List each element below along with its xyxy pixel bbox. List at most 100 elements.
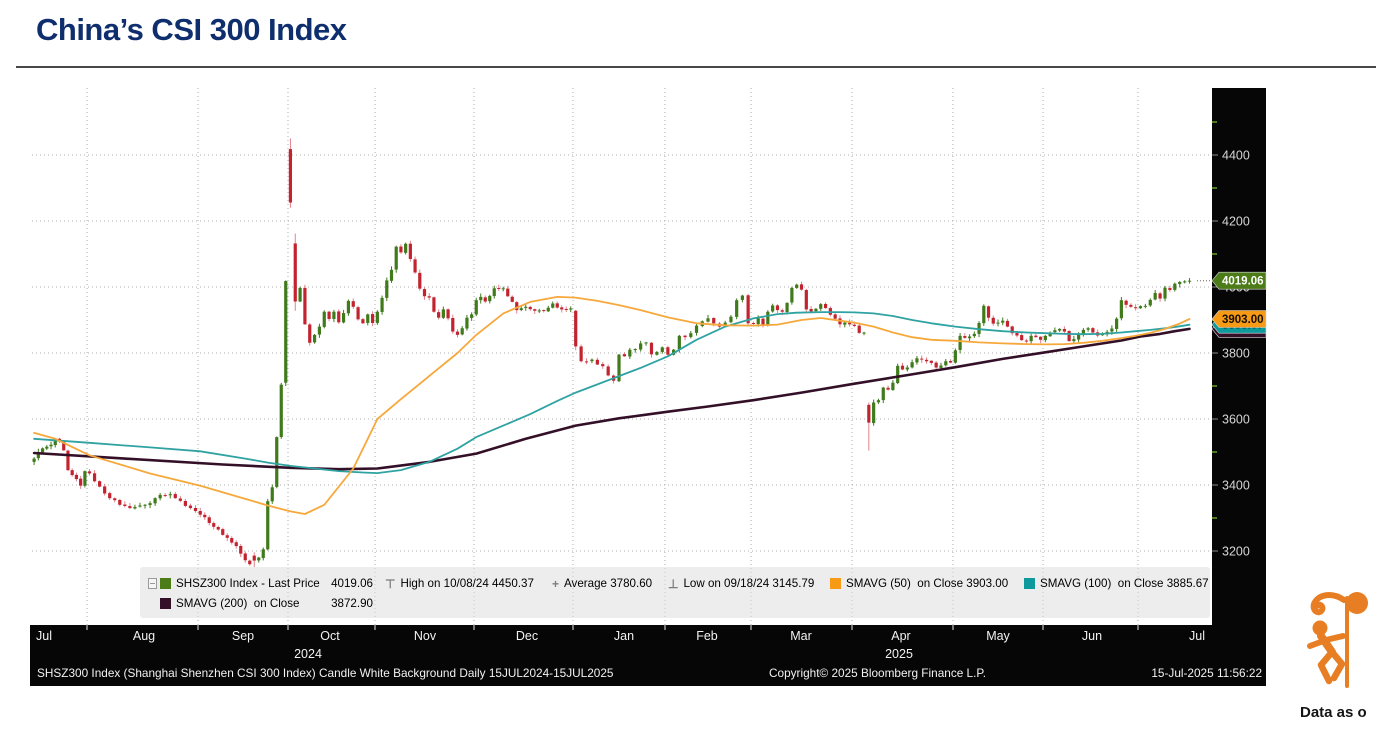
grid — [32, 88, 1212, 625]
candle-body — [225, 535, 229, 538]
candle-body — [515, 302, 519, 311]
candle-body — [1163, 287, 1167, 299]
month-label: Sep — [232, 629, 254, 643]
month-label: Jul — [36, 629, 52, 643]
candles — [32, 138, 1192, 569]
year-label: 2024 — [294, 647, 322, 661]
candle-body — [1005, 320, 1010, 327]
candle-body — [103, 486, 107, 494]
candle-body — [183, 500, 187, 506]
candle-body — [915, 358, 919, 363]
candle-body — [833, 314, 837, 319]
candle-body — [528, 306, 532, 310]
candle-body — [474, 300, 478, 315]
price-tag-last-price: 4019.06 — [1211, 271, 1267, 290]
candle-body — [847, 322, 852, 325]
candle-body — [939, 365, 943, 368]
candle-body — [404, 243, 408, 253]
candle-body — [900, 365, 905, 370]
candle-body — [389, 269, 394, 281]
candle-body — [1134, 307, 1138, 309]
candle-body — [712, 317, 716, 324]
candle-body — [991, 317, 995, 324]
candle-body — [622, 354, 627, 357]
candle-body — [337, 311, 341, 323]
candle-body — [451, 317, 455, 332]
legend-pin-icon[interactable] — [148, 578, 157, 589]
candle-body — [555, 303, 559, 308]
candle-body — [924, 359, 929, 362]
candle-body — [857, 325, 861, 333]
candle-body — [483, 297, 487, 302]
month-label: Mar — [790, 629, 812, 643]
copyright-text: Copyright© 2025 Bloomberg Finance L.P. — [769, 666, 987, 680]
candle-body — [967, 336, 972, 339]
candle-body — [574, 310, 578, 347]
candle-body — [332, 311, 336, 319]
candle-body — [896, 365, 900, 384]
candle-body — [677, 335, 681, 350]
candle-body — [1077, 333, 1081, 340]
candle-body — [766, 311, 770, 326]
candle-body — [694, 325, 699, 333]
candle-body — [963, 336, 967, 338]
candle-body — [1020, 335, 1024, 341]
candle-body — [312, 334, 317, 343]
candle-body — [92, 473, 97, 482]
candle-body — [1067, 331, 1071, 342]
candle-body — [729, 316, 733, 323]
legend-marker-icon: + — [552, 576, 560, 591]
candle-body — [87, 471, 92, 474]
candle-body — [867, 404, 871, 423]
candle-body — [399, 246, 403, 253]
chart-description: SHSZ300 Index (Shanghai Shenzhen CSI 300… — [37, 666, 614, 680]
sma200-line — [32, 327, 1191, 471]
candle-body — [465, 317, 469, 329]
y-axis-label: 4400 — [1222, 149, 1250, 163]
candle-body — [537, 310, 541, 312]
candle-body — [148, 503, 152, 506]
price-tag-smavg50: 3903.00 — [1211, 310, 1267, 328]
legend-item: ⊤ High on 10/08/24 4450.37 — [385, 576, 534, 591]
candle-body — [394, 246, 398, 270]
candle-body — [341, 313, 346, 323]
candle-body — [361, 319, 365, 324]
candle-body — [746, 295, 750, 324]
legend-marker-icon: ⊥ — [668, 576, 679, 591]
candle-body — [441, 309, 445, 318]
candle-body — [785, 302, 789, 313]
candle-body — [584, 361, 589, 363]
candle-body — [1168, 288, 1172, 290]
candle-body — [814, 308, 818, 312]
page-title: China’s CSI 300 Index — [36, 12, 347, 47]
candle-body — [168, 494, 172, 496]
candle-body — [910, 362, 914, 368]
candle-body — [118, 499, 122, 505]
candle-body — [83, 471, 87, 486]
candle-body — [178, 498, 182, 501]
candle-body — [1048, 332, 1052, 337]
candle-body — [546, 307, 550, 312]
month-label: Aug — [133, 629, 155, 643]
candle-body — [1024, 340, 1029, 342]
candle-body — [972, 333, 976, 337]
candle-body — [422, 289, 427, 297]
candle-body — [886, 387, 890, 390]
candle-body — [288, 149, 293, 203]
candle-body — [1158, 293, 1162, 299]
candle-body — [881, 387, 885, 401]
candle-body — [579, 346, 583, 362]
candle-body — [298, 287, 302, 302]
candle-body — [666, 347, 670, 355]
candle-body — [1058, 328, 1062, 331]
legend-swatch-icon — [160, 598, 171, 609]
legend-value: 4019.06 — [331, 577, 373, 590]
candle-body — [1148, 299, 1152, 306]
month-label: Nov — [414, 629, 437, 643]
candle-body — [446, 309, 450, 319]
y-axis-label: 3200 — [1222, 545, 1250, 559]
candle-body — [617, 354, 621, 382]
candle-body — [934, 362, 938, 368]
legend-label: Average 3780.60 — [564, 577, 653, 590]
candle-body — [819, 304, 823, 309]
